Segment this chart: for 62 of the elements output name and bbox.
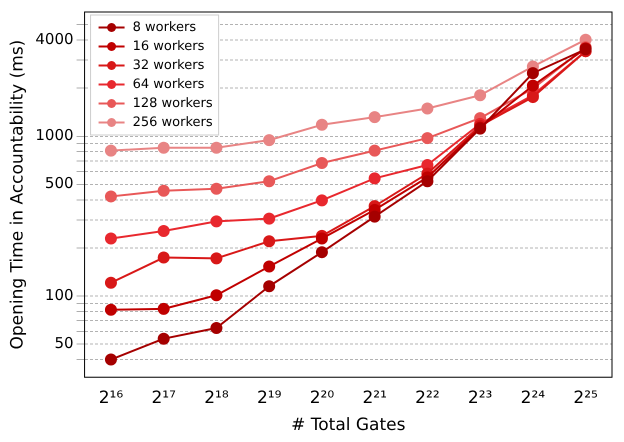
point: [263, 175, 276, 188]
x-tick-label: 2²⁰: [310, 388, 334, 408]
point: [316, 232, 328, 245]
point: [421, 132, 434, 144]
point: [421, 175, 434, 188]
point: [368, 172, 381, 184]
legend-label: 64 workers: [132, 76, 205, 92]
point: [210, 142, 222, 154]
y-axis-title: Opening Time in Accountability (ms): [8, 40, 28, 350]
x-tick-label: 2¹⁷: [151, 388, 176, 408]
x-tick-label: 2²³: [468, 388, 492, 408]
point: [316, 246, 328, 258]
point: [104, 304, 117, 316]
point: [316, 194, 328, 206]
point: [210, 215, 222, 228]
point: [210, 182, 222, 195]
point: [263, 280, 276, 292]
point: [368, 144, 381, 157]
point: [526, 67, 539, 80]
point: [526, 80, 539, 92]
y-tick-label: 100: [44, 286, 74, 304]
x-tick-label: 2¹⁸: [204, 388, 229, 408]
point: [104, 190, 117, 202]
point: [158, 332, 170, 345]
legend-label: 128 workers: [132, 96, 213, 111]
y-tick-label: 500: [44, 174, 74, 192]
point: [316, 157, 328, 170]
point: [158, 302, 170, 315]
point: [158, 252, 170, 264]
point: [104, 144, 117, 157]
point: [368, 111, 381, 124]
point: [263, 235, 276, 248]
point: [210, 289, 222, 302]
x-tick-label: 2²⁵: [573, 388, 598, 408]
legend-label: 16 workers: [132, 38, 205, 54]
point: [263, 260, 276, 272]
point: [104, 276, 117, 289]
point: [263, 212, 276, 225]
y-tick-label: 50: [54, 334, 74, 352]
point: [368, 210, 381, 223]
x-tick-label: 2²⁴: [520, 388, 546, 408]
point: [263, 134, 276, 146]
point: [158, 184, 170, 197]
x-tick-label: 2²²: [415, 388, 440, 408]
point: [158, 142, 170, 154]
point: [421, 102, 434, 114]
x-axis-title: # Total Gates: [291, 415, 406, 436]
legend-label: 8 workers: [132, 20, 196, 35]
x-tick-label: 2¹⁶: [98, 388, 124, 408]
point: [210, 252, 222, 264]
legend-label: 32 workers: [132, 58, 205, 73]
x-tick-label: 2¹⁹: [256, 388, 282, 408]
point: [104, 354, 117, 366]
y-tick-label: 1000: [35, 126, 74, 144]
x-tick-label: 2²¹: [362, 388, 387, 408]
point: [104, 232, 117, 245]
legend-label: 256 workers: [132, 114, 213, 130]
point: [158, 225, 170, 238]
point: [474, 89, 486, 102]
y-tick-label: 4000: [35, 30, 74, 48]
point: [210, 322, 222, 334]
point: [316, 118, 328, 131]
